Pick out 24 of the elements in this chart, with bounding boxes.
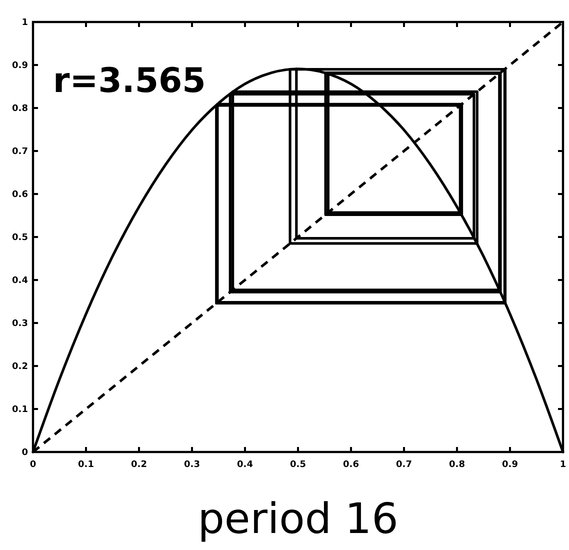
- y-tick-label: 0.8: [12, 104, 28, 114]
- y-tick-label: 0.3: [12, 319, 28, 330]
- x-tick-label: 0: [30, 460, 36, 470]
- y-tick-label: 0.7: [12, 147, 28, 158]
- y-tick-label: 0.6: [12, 190, 28, 200]
- y-tick-label: 0.2: [12, 362, 28, 372]
- x-axis-title: period 16: [198, 494, 398, 543]
- x-tick-label: 1: [560, 460, 566, 470]
- y-tick-label: 0: [22, 448, 28, 458]
- x-tick-label: 0.5: [290, 460, 306, 470]
- x-tick-label: 0.8: [449, 460, 465, 470]
- x-tick-label: 0.2: [131, 460, 147, 470]
- y-tick-label: 1: [22, 18, 28, 28]
- x-tick-label: 0.7: [396, 460, 412, 470]
- y-tick-label: 0.5: [12, 233, 28, 244]
- x-tick-label: 0.4: [237, 460, 253, 470]
- y-tick-label: 0.4: [12, 276, 28, 286]
- y-tick-label: 0.9: [12, 61, 28, 72]
- x-tick-label: 0.6: [343, 460, 359, 470]
- x-tick-label: 0.1: [78, 460, 94, 470]
- x-tick-label: 0.3: [184, 460, 200, 470]
- annotation: r=3.565: [53, 61, 206, 101]
- y-tick-label: 0.1: [12, 405, 28, 416]
- x-tick-label: 0.9: [502, 460, 518, 470]
